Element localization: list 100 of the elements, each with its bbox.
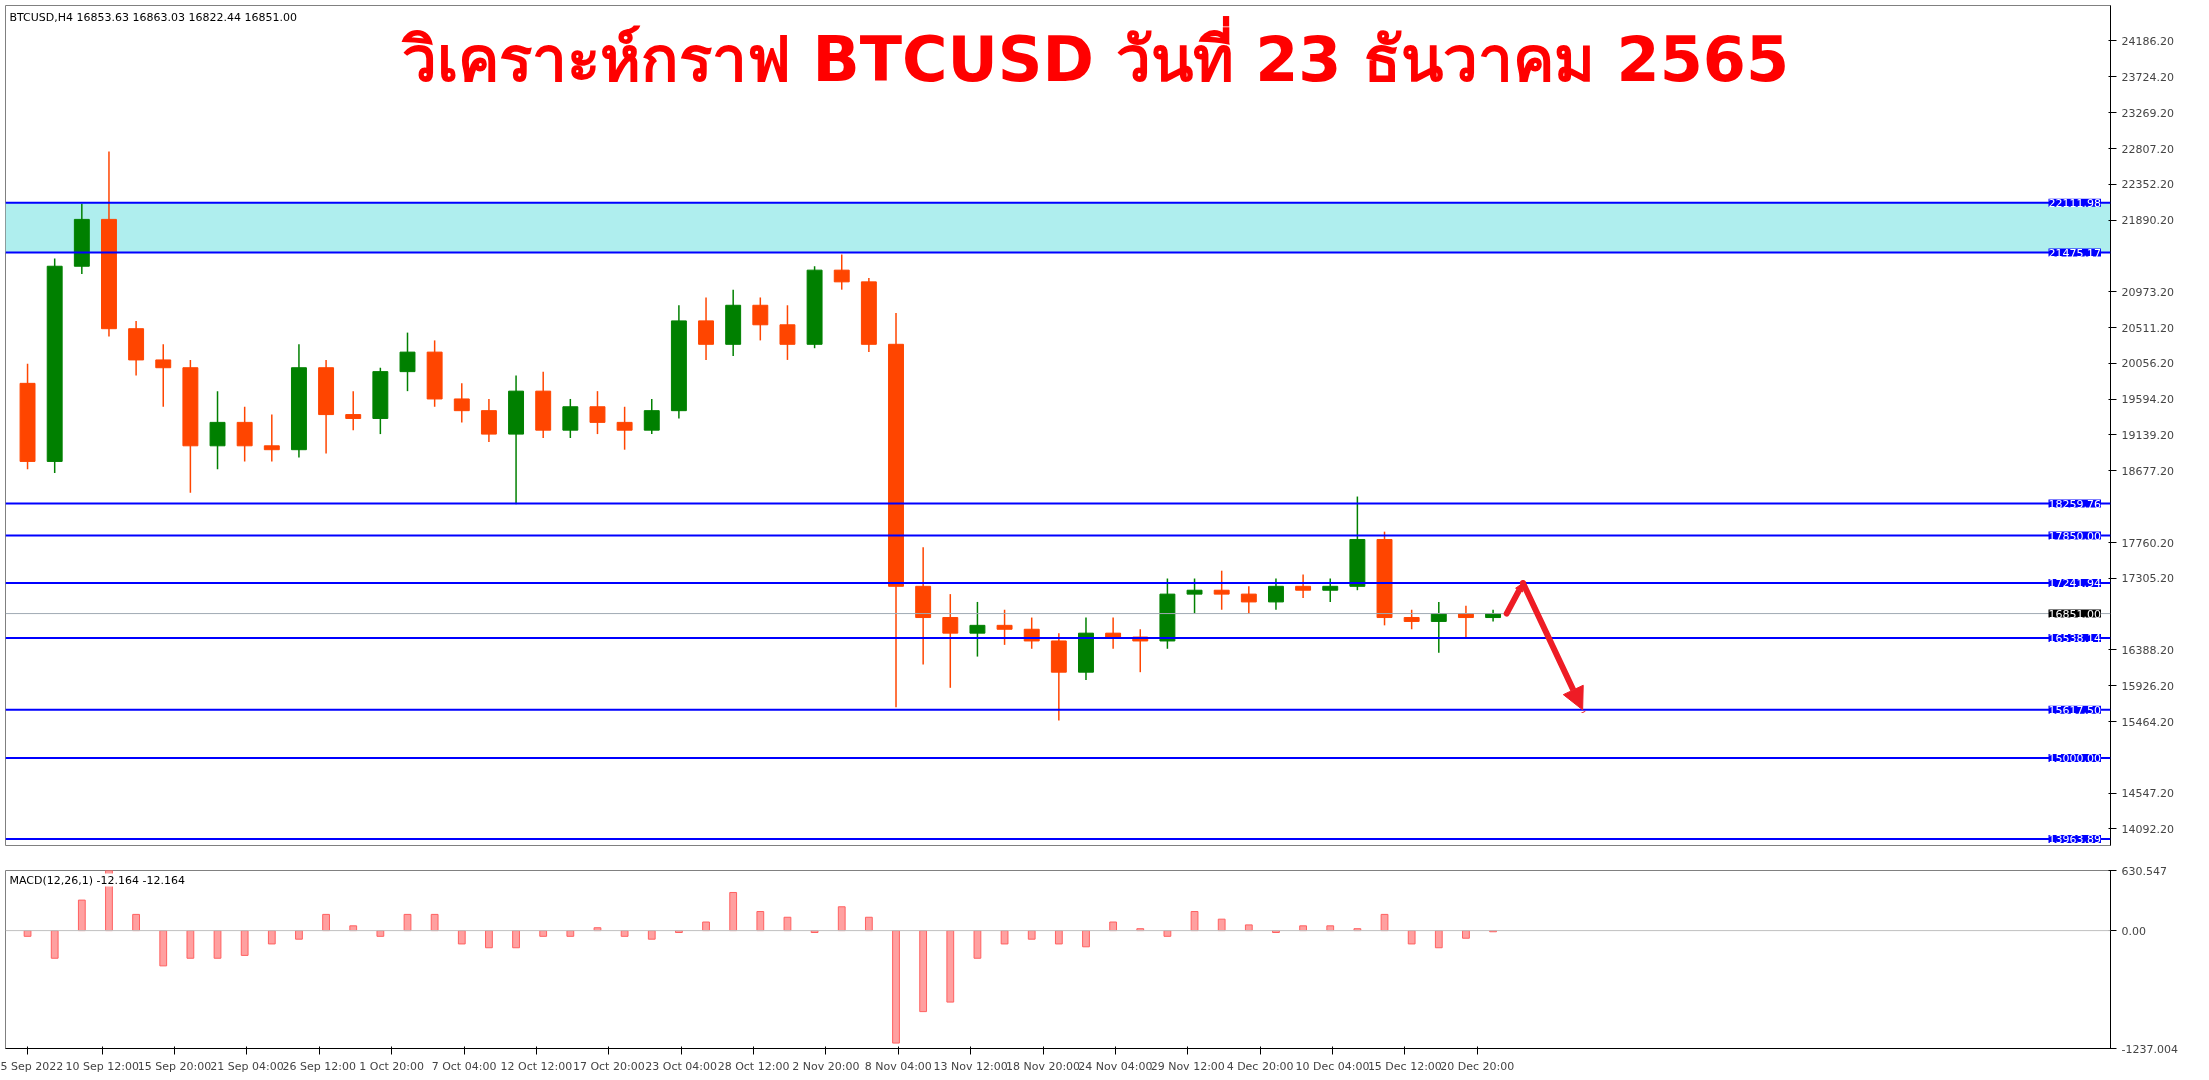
- y-tick-label: 24186.20: [2121, 34, 2174, 48]
- y-tick-label: 19139.20: [2121, 428, 2174, 442]
- annotation: BTCUSD,H4 16853.63 16863.03 16822.44 16851.00: [9, 10, 298, 24]
- bar: [240, 930, 249, 956]
- bar: [1000, 930, 1009, 945]
- candlestick: [155, 343, 172, 408]
- candlestick: [996, 608, 1013, 646]
- bar: [837, 906, 846, 932]
- bar: [1380, 913, 1389, 932]
- y-tick-label: 20973.20: [2121, 285, 2174, 299]
- ref-line-label: 21475.17: [2048, 246, 2101, 260]
- bar: [756, 911, 765, 932]
- y-tick-label: 23724.20: [2121, 70, 2174, 84]
- candlestick: [209, 390, 226, 470]
- bar: [132, 913, 140, 932]
- x-tick-label: 2 Nov 20:00: [792, 1059, 860, 1073]
- bar: [1027, 930, 1036, 940]
- bar: [973, 930, 982, 959]
- candlestick: [236, 406, 253, 463]
- x-tick-label: 15 Sep 20:00: [137, 1059, 212, 1073]
- bar: [729, 891, 738, 932]
- bar: [620, 930, 629, 937]
- bar: [430, 913, 439, 932]
- candlestick: [1322, 577, 1339, 603]
- bar: [512, 930, 520, 949]
- y-tick-label: 15464.20: [2121, 715, 2174, 729]
- candlestick: [1403, 608, 1420, 630]
- ref-line-label: 15617.50: [2048, 703, 2101, 717]
- x-tick-label: 10 Dec 04:00: [1295, 1059, 1370, 1073]
- y-tick-label: 20511.20: [2121, 321, 2174, 335]
- candlestick: [589, 390, 606, 435]
- candlestick: [1295, 573, 1312, 599]
- y-tick-label: 23269.20: [2121, 106, 2174, 120]
- y-tick-label: 17305.20: [2121, 572, 2174, 586]
- candlestick: [1430, 601, 1447, 654]
- bar: [566, 930, 575, 937]
- bar: [1082, 930, 1090, 948]
- y-tick-label: 21890.20: [2121, 214, 2174, 228]
- x-tick-label: 28 Oct 12:00: [717, 1059, 790, 1073]
- y-tick-label: 18677.20: [2121, 465, 2174, 478]
- y-tick-label: 20056.20: [2121, 357, 2174, 371]
- bar: [376, 930, 385, 937]
- y-tick-label: 630.547: [2121, 864, 2167, 878]
- x-tick-label: 1 Oct 20:00: [359, 1059, 425, 1073]
- candlestick: [752, 296, 769, 342]
- y-tick-label: 14092.20: [2121, 822, 2174, 836]
- x-tick-label: 4 Dec 20:00: [1226, 1059, 1294, 1073]
- x-tick-label: 10 Sep 12:00: [65, 1059, 139, 1073]
- bar: [457, 930, 466, 945]
- bar: [1217, 918, 1226, 932]
- x-tick-label: 21 Sep 04:00: [210, 1059, 284, 1073]
- bar: [1407, 930, 1416, 945]
- candlestick: [616, 406, 633, 451]
- candlestick: [480, 398, 497, 443]
- candlestick: [643, 398, 660, 435]
- y-tick-label: 22352.20: [2121, 178, 2174, 192]
- bar: [1163, 930, 1172, 937]
- candlestick: [345, 390, 362, 431]
- bar: [267, 930, 276, 945]
- bar: [77, 899, 86, 932]
- ref-line-label: 18259.76: [2048, 497, 2101, 511]
- x-tick-label: 20 Dec 20:00: [1440, 1059, 1515, 1073]
- candlestick: [562, 398, 579, 439]
- bar: [159, 930, 168, 967]
- candlestick: [942, 593, 959, 689]
- y-tick-label: 15926.20: [2121, 679, 2174, 693]
- bar: [485, 930, 493, 949]
- bar: [892, 930, 900, 1044]
- y-tick-label: 14547.20: [2121, 787, 2174, 801]
- bar: [864, 916, 873, 932]
- ref-line-label: 15000.00: [2048, 752, 2101, 766]
- ref-line-label: 22111.98: [2048, 196, 2101, 210]
- bar: [783, 916, 792, 932]
- x-tick-label: 24 Nov 04:00: [1078, 1059, 1153, 1073]
- y-tick-label: 0.00: [2121, 924, 2146, 938]
- candlestick: [263, 413, 280, 463]
- bar: [539, 930, 548, 937]
- x-tick-label: 23 Oct 04:00: [645, 1059, 718, 1073]
- candlestick: [1268, 577, 1284, 611]
- bar: [1434, 930, 1443, 949]
- ref-line-label: 16538.14: [2048, 631, 2101, 645]
- x-tick-label: 5 Sep 2022: [0, 1059, 64, 1073]
- bar: [946, 930, 955, 1003]
- bar: [647, 930, 656, 940]
- bar: [23, 930, 32, 937]
- x-tick-label: 7 Oct 04:00: [431, 1059, 497, 1073]
- bar: [186, 930, 195, 959]
- bar: [919, 930, 928, 1013]
- y-tick-label: 19594.20: [2121, 393, 2174, 407]
- bar: [1462, 930, 1470, 939]
- y-tick-label: 17760.20: [2121, 536, 2174, 550]
- candlestick: [1213, 569, 1230, 611]
- candlestick: [698, 296, 714, 361]
- bar: [50, 930, 59, 959]
- bar: [295, 930, 303, 940]
- x-tick-label: 26 Sep 12:00: [282, 1059, 357, 1073]
- candlestick: [453, 382, 470, 424]
- ref-line-label: 17850.00: [2048, 529, 2101, 543]
- ref-line-label: 16851.00: [2048, 607, 2101, 621]
- bar: [403, 913, 412, 932]
